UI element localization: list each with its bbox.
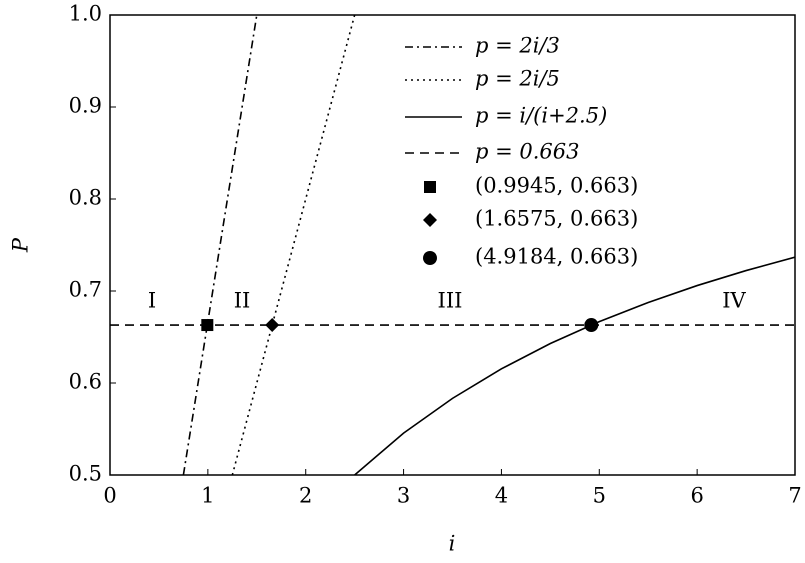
y-tick-label: 0.8 xyxy=(69,186,102,210)
marker xyxy=(201,319,214,332)
legend-label: (4.9184, 0.663) xyxy=(475,245,638,269)
x-tick-label: 5 xyxy=(593,484,606,508)
legend-marker xyxy=(423,251,437,265)
y-tick-label: 0.5 xyxy=(69,462,102,486)
y-tick-label: 0.9 xyxy=(69,94,102,118)
marker xyxy=(584,318,599,333)
series-line xyxy=(354,256,795,475)
region-label: II xyxy=(234,289,251,313)
legend-label: (1.6575, 0.663) xyxy=(475,207,638,231)
region-label: III xyxy=(438,289,463,313)
region-label: I xyxy=(148,289,156,313)
legend-label: p = 0.663 xyxy=(475,140,580,164)
series-line xyxy=(231,15,356,475)
x-tick-label: 3 xyxy=(397,484,410,508)
x-tick-label: 0 xyxy=(103,484,116,508)
x-axis-label: i xyxy=(449,532,456,556)
series-line xyxy=(182,15,258,475)
x-tick-label: 7 xyxy=(788,484,801,508)
region-label: IV xyxy=(722,289,746,313)
x-tick-label: 1 xyxy=(201,484,214,508)
legend-label: (0.9945, 0.663) xyxy=(475,174,638,198)
y-axis-label: P xyxy=(9,237,33,253)
legend-marker xyxy=(423,213,437,227)
plot-area xyxy=(110,15,795,475)
legend-label: p = i/(i+2.5) xyxy=(475,104,607,128)
y-tick-label: 1.0 xyxy=(69,2,102,26)
legend-marker xyxy=(424,181,436,193)
x-tick-label: 2 xyxy=(299,484,312,508)
x-tick-label: 6 xyxy=(690,484,703,508)
marker xyxy=(265,318,280,333)
y-tick-label: 0.6 xyxy=(69,370,102,394)
plot-frame xyxy=(109,14,796,476)
x-tick-label: 4 xyxy=(495,484,508,508)
y-tick-label: 0.7 xyxy=(69,278,102,302)
legend-label: p = 2i/3 xyxy=(475,34,560,58)
legend-label: p = 2i/5 xyxy=(475,67,560,91)
